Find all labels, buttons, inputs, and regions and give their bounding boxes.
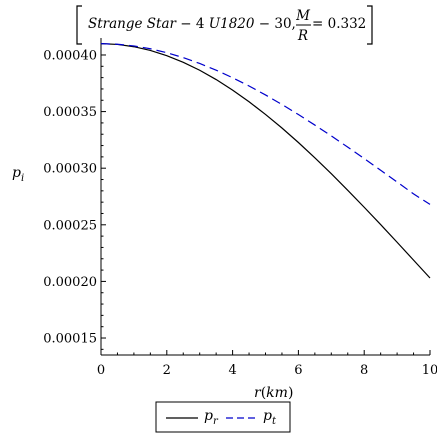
title-frac-den: R (297, 28, 308, 44)
y-tick-label: 0.00030 (43, 162, 97, 177)
title-left-bracket (76, 5, 82, 45)
y-tick-label: 0.00025 (43, 218, 97, 233)
y-axis-label-sub: i (21, 173, 24, 184)
x-axis-label-unit: km (266, 385, 288, 401)
x-tick-label: 6 (294, 363, 302, 378)
y-tick-label: 0.00020 (43, 275, 97, 290)
title-frac-num: M (295, 8, 311, 24)
legend: pr pt (155, 401, 291, 433)
x-tick-label: 10 (422, 363, 437, 378)
y-axis-label: pi (12, 165, 24, 184)
legend-label-p-r: pr (204, 408, 219, 427)
y-tick-label: 0.00015 (43, 332, 97, 347)
legend-label-p-t: pt (263, 408, 277, 427)
title-suffix: − 30, (254, 16, 295, 32)
series-line-p-r (100, 43, 431, 279)
svg-text:Strange Star − 4 U1820 − 30,: Strange Star − 4 U1820 − 30, (88, 16, 296, 32)
x-axis-label: r(km) (254, 385, 293, 401)
x-tick-label: 4 (228, 363, 236, 378)
title-right-bracket (367, 5, 373, 45)
y-tick-label: 0.00035 (43, 105, 97, 120)
x-tick-label: 2 (163, 363, 171, 378)
title-value: = 0.332 (312, 16, 366, 32)
title-source: U1820 (209, 16, 255, 32)
series-layer (100, 43, 431, 279)
x-axis-label-paren-open: ( (261, 385, 266, 401)
x-tick-label: 0 (97, 363, 105, 378)
title-prefix: Strange Star (88, 16, 178, 32)
axes: 0 2 4 6 8 10 0.00015 0.00020 0.00025 0.00030 0.000… (43, 38, 437, 378)
title-dash: − 4 (176, 16, 209, 32)
legend-box (155, 401, 291, 433)
y-tick-label: 0.00040 (43, 48, 97, 63)
x-axis-label-paren-close: ) (288, 385, 293, 401)
y-axis-label-main: p (12, 165, 21, 181)
x-tick-label: 8 (360, 363, 368, 378)
chart-title: Strange Star − 4 U1820 − 30, M R = 0.332 (76, 5, 373, 45)
series-line-p-t (100, 43, 431, 205)
x-axis-label-main: r (254, 385, 262, 401)
